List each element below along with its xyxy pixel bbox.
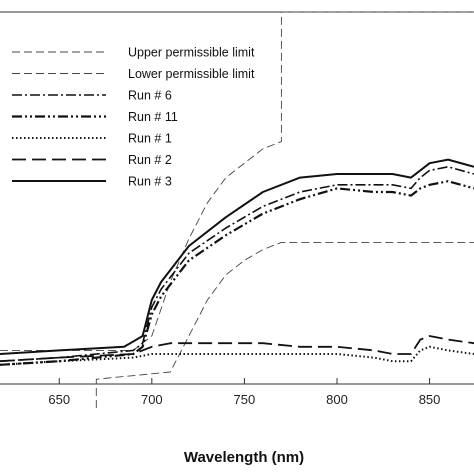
legend-label-upper-permissible-limit: Upper permissible limit [128,46,255,60]
x-tick-label: 700 [141,392,163,407]
series-line-run-6 [0,166,474,362]
legend-label-run-2: Run # 2 [128,153,172,167]
series-line-run-11 [0,180,474,366]
series-line-upper-permissible-limit [0,11,474,351]
series-layer [0,11,474,408]
x-tick-label: 650 [48,392,70,407]
legend-label-lower-permissible-limit: Lower permissible limit [128,67,255,81]
legend-label-run-3: Run # 3 [128,175,172,189]
series-line-run-3 [0,158,474,355]
legend-label-run-11: Run # 11 [128,110,178,124]
x-tick-label: 850 [419,392,441,407]
series-line-run-2 [0,335,474,363]
legend-label-run-1: Run # 1 [128,132,172,146]
x-tick-label: 800 [326,392,348,407]
legend-label-run-6: Run # 6 [128,89,172,103]
x-tick-label: 750 [234,392,256,407]
x-ticks: 650 700 750 800 850 [48,378,440,407]
x-axis-title: Wavelength (nm) [184,449,304,466]
series-line-lower-permissible-limit [95,241,474,408]
legend: Upper permissible limit Lower permissible… [12,46,255,189]
